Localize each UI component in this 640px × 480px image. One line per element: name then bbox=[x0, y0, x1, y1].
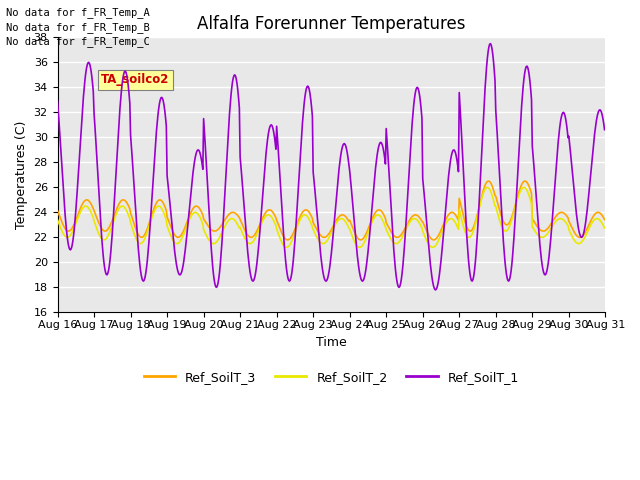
Ref_SoilT_3 bbox=[521, 178, 529, 184]
Ref_SoilT_1 bbox=[432, 287, 440, 293]
Line: Ref_SoilT_2: Ref_SoilT_2 bbox=[58, 187, 605, 247]
Ref_SoilT_2 bbox=[601, 225, 609, 231]
X-axis label: Time: Time bbox=[316, 336, 347, 348]
Ref_SoilT_2 bbox=[413, 217, 421, 223]
Ref_SoilT_3 bbox=[63, 228, 71, 234]
Ref_SoilT_1 bbox=[204, 195, 212, 201]
Ref_SoilT_3 bbox=[413, 213, 421, 218]
Ref_SoilT_1 bbox=[54, 98, 61, 104]
Ref_SoilT_3 bbox=[120, 197, 127, 203]
Ref_SoilT_1 bbox=[601, 127, 609, 132]
Ref_SoilT_2 bbox=[520, 184, 528, 190]
Ref_SoilT_3 bbox=[601, 216, 609, 222]
Ref_SoilT_3 bbox=[429, 237, 437, 243]
Ref_SoilT_3 bbox=[54, 208, 61, 214]
Ref_SoilT_1 bbox=[397, 276, 405, 282]
Ref_SoilT_1 bbox=[120, 71, 127, 77]
Line: Ref_SoilT_1: Ref_SoilT_1 bbox=[58, 44, 605, 290]
Ref_SoilT_2 bbox=[54, 217, 61, 223]
Ref_SoilT_2 bbox=[204, 236, 212, 241]
Ref_SoilT_3 bbox=[204, 223, 212, 229]
Text: No data for f_FR_Temp_C: No data for f_FR_Temp_C bbox=[6, 36, 150, 47]
Ref_SoilT_3 bbox=[397, 231, 405, 237]
Ref_SoilT_2 bbox=[120, 204, 127, 210]
Ref_SoilT_1 bbox=[175, 272, 183, 277]
Ref_SoilT_3 bbox=[175, 234, 183, 240]
Text: No data for f_FR_Temp_A: No data for f_FR_Temp_A bbox=[6, 7, 150, 18]
Ref_SoilT_2 bbox=[63, 234, 71, 240]
Ref_SoilT_1 bbox=[486, 41, 494, 47]
Text: TA_soilco2: TA_soilco2 bbox=[101, 73, 170, 86]
Ref_SoilT_1 bbox=[413, 84, 421, 90]
Title: Alfalfa Forerunner Temperatures: Alfalfa Forerunner Temperatures bbox=[197, 15, 466, 33]
Text: No data for f_FR_Temp_B: No data for f_FR_Temp_B bbox=[6, 22, 150, 33]
Ref_SoilT_2 bbox=[397, 236, 405, 241]
Ref_SoilT_2 bbox=[429, 244, 436, 250]
Ref_SoilT_2 bbox=[175, 240, 183, 245]
Legend: Ref_SoilT_3, Ref_SoilT_2, Ref_SoilT_1: Ref_SoilT_3, Ref_SoilT_2, Ref_SoilT_1 bbox=[139, 366, 524, 389]
Y-axis label: Temperatures (C): Temperatures (C) bbox=[15, 120, 28, 229]
Ref_SoilT_1 bbox=[63, 236, 71, 241]
Line: Ref_SoilT_3: Ref_SoilT_3 bbox=[58, 181, 605, 240]
